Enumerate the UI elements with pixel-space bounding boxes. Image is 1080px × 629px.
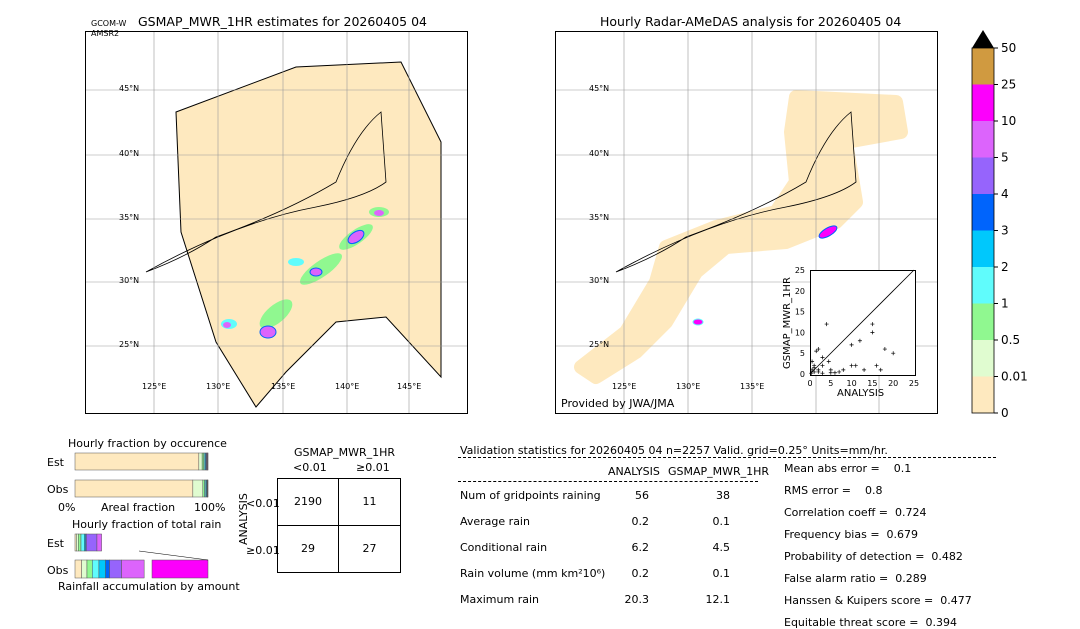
divider <box>458 457 996 458</box>
stats-col-analysis: ANALYSIS <box>608 465 660 478</box>
score-line: Frequency bias = 0.679 <box>784 528 918 541</box>
stats-g: 0.1 <box>713 567 731 580</box>
totalrain-obs-bar <box>110 560 122 578</box>
stats-g: 38 <box>716 489 730 502</box>
totalrain-obs-bar <box>87 560 92 578</box>
score-line: Mean abs error = 0.1 <box>784 462 911 475</box>
totalrain-obs-bar <box>99 560 106 578</box>
stats-col-gsmap: GSMAP_MWR_1HR <box>668 465 769 478</box>
connector-line <box>139 551 208 560</box>
cell-miss: 29 <box>278 526 339 573</box>
stats-a: 56 <box>635 489 649 502</box>
stats-a: 6.2 <box>632 541 650 554</box>
totalrain-obs-bar <box>82 560 87 578</box>
contingency-col2: ≥0.01 <box>356 461 390 474</box>
totalrain-obs-bar <box>92 560 99 578</box>
occurrence-est-bar <box>75 453 199 470</box>
stats-a: 0.2 <box>632 567 650 580</box>
fraction-bars <box>0 0 1080 612</box>
cell-hit-none: 2190 <box>278 479 339 526</box>
stats-label: Num of gridpoints raining <box>460 489 601 502</box>
occurrence-obs-bar <box>75 480 193 497</box>
stats-label: Conditional rain <box>460 541 547 554</box>
totalrain-est-bar <box>97 534 102 551</box>
stats-header: Validation statistics for 20260405 04 n=… <box>460 444 888 457</box>
totalrain-obs-bar <box>75 560 82 578</box>
score-line: Probability of detection = 0.482 <box>784 550 963 563</box>
totalrain-obs-bar <box>122 560 145 578</box>
occurrence-obs-bar <box>203 480 205 497</box>
totalrain-obs-bar <box>106 560 110 578</box>
contingency-table: 2190 11 29 27 <box>277 478 401 573</box>
stats-g: 0.1 <box>713 515 731 528</box>
score-line: Correlation coeff = 0.724 <box>784 506 926 519</box>
stats-g: 4.5 <box>713 541 731 554</box>
stats-g: 12.1 <box>706 593 731 606</box>
totalrain-est-bar <box>76 534 78 551</box>
stats-label: Average rain <box>460 515 530 528</box>
totalrain-est-bar <box>78 534 81 551</box>
stats-label: Maximum rain <box>460 593 539 606</box>
score-line: False alarm ratio = 0.289 <box>784 572 927 585</box>
contingency-col1: <0.01 <box>293 461 327 474</box>
occurrence-obs-bar <box>193 480 203 497</box>
stats-label: Rain volume (mm km²10⁶) <box>460 567 605 580</box>
divider <box>458 481 758 482</box>
totalrain-obs-bar <box>152 560 208 578</box>
stats-a: 20.3 <box>625 593 650 606</box>
score-line: Hanssen & Kuipers score = 0.477 <box>784 594 972 607</box>
score-line: RMS error = 0.8 <box>784 484 882 497</box>
totalrain-est-bar <box>86 534 97 551</box>
totalrain-est-bar <box>81 534 84 551</box>
contingency-row2: ≥0.01 <box>246 544 280 557</box>
stats-a: 0.2 <box>632 515 650 528</box>
contingency-row1: <0.01 <box>246 497 280 510</box>
contingency-col-title: GSMAP_MWR_1HR <box>294 446 395 459</box>
occurrence-est-bar <box>199 453 202 470</box>
score-line: Equitable threat score = 0.394 <box>784 616 957 629</box>
cell-hit: 27 <box>339 526 400 573</box>
cell-false-alarm: 11 <box>339 479 400 526</box>
